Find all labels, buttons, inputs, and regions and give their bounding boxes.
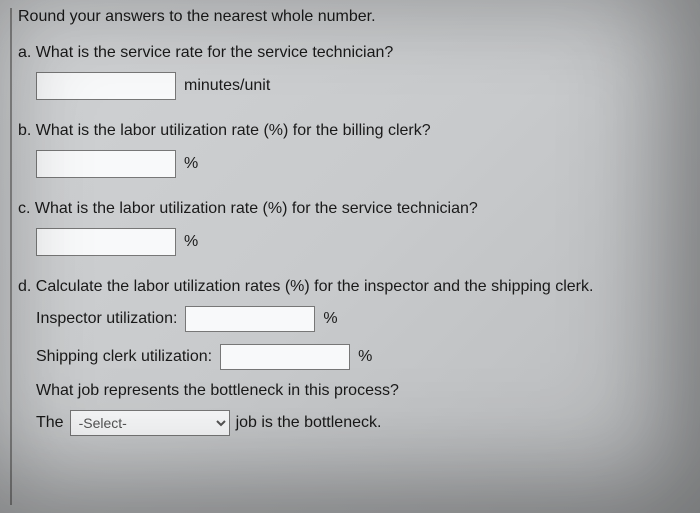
question-c: c. What is the labor utilization rate (%… <box>18 200 690 256</box>
inspector-unit: % <box>323 310 337 328</box>
worksheet-content: Round your answers to the nearest whole … <box>10 8 690 505</box>
question-a-text: a. What is the service rate for the serv… <box>18 44 690 62</box>
question-d: d. Calculate the labor utilization rates… <box>18 278 690 436</box>
question-c-text: c. What is the labor utilization rate (%… <box>18 200 690 218</box>
question-c-unit: % <box>184 233 198 251</box>
bottleneck-prefix: The <box>36 414 64 432</box>
instruction-text: Round your answers to the nearest whole … <box>18 8 690 26</box>
shipping-row: Shipping clerk utilization: % <box>36 344 690 370</box>
question-d-text: d. Calculate the labor utilization rates… <box>18 278 690 296</box>
bottleneck-suffix: job is the bottleneck. <box>236 414 382 432</box>
question-b: b. What is the labor utilization rate (%… <box>18 122 690 178</box>
shipping-input[interactable] <box>220 344 350 370</box>
question-a: a. What is the service rate for the serv… <box>18 44 690 100</box>
bottleneck-select[interactable]: -Select- <box>70 410 230 436</box>
shipping-label: Shipping clerk utilization: <box>36 348 212 366</box>
question-a-input[interactable] <box>36 72 176 100</box>
question-c-input-row: % <box>36 228 690 256</box>
shipping-unit: % <box>358 348 372 366</box>
inspector-input[interactable] <box>185 306 315 332</box>
question-b-input-row: % <box>36 150 690 178</box>
inspector-row: Inspector utilization: % <box>36 306 690 332</box>
inspector-label: Inspector utilization: <box>36 310 177 328</box>
bottleneck-row: The -Select- job is the bottleneck. <box>36 410 690 436</box>
question-c-input[interactable] <box>36 228 176 256</box>
question-a-input-row: minutes/unit <box>36 72 690 100</box>
question-b-input[interactable] <box>36 150 176 178</box>
question-b-unit: % <box>184 155 198 173</box>
question-a-unit: minutes/unit <box>184 77 270 95</box>
bottleneck-question: What job represents the bottleneck in th… <box>36 382 690 400</box>
question-b-text: b. What is the labor utilization rate (%… <box>18 122 690 140</box>
